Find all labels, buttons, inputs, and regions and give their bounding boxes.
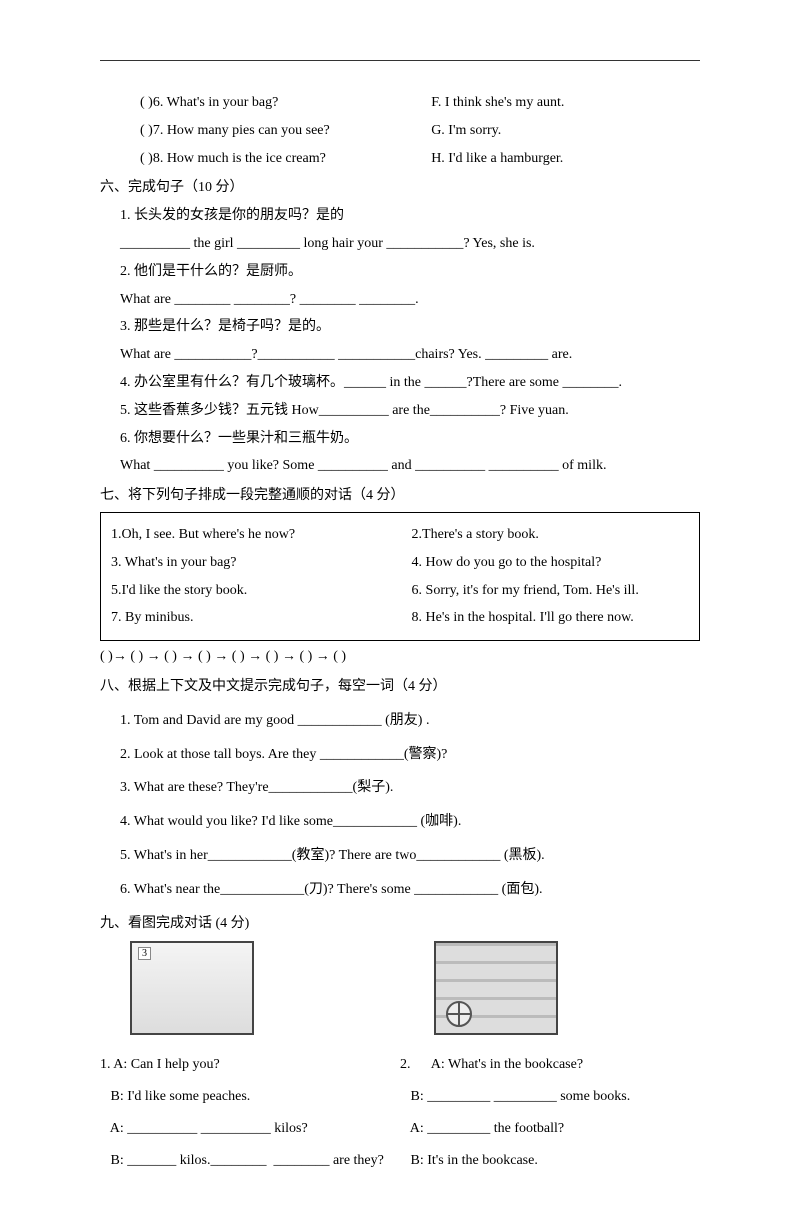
s7-l: 5.I'd like the story book. <box>111 579 412 603</box>
s7-r: 8. He's in the hospital. I'll go there n… <box>412 606 689 630</box>
s7-r: 4. How do you go to the hospital? <box>412 551 689 575</box>
section6-body: 1. 长头发的女孩是你的朋友吗？是的 __________ the girl _… <box>100 204 700 478</box>
s8-item: 3. What are these? They're____________(梨… <box>120 776 700 800</box>
worksheet-page: ( )6. What's in your bag? F. I think she… <box>0 0 800 1221</box>
s6-item: 3. 那些是什么？是椅子吗？是的。 <box>120 315 700 339</box>
d2-line: A: _________ the football? <box>400 1117 700 1141</box>
s7-row: 3. What's in your bag? 4. How do you go … <box>111 551 689 575</box>
section8-title: 八、根据上下文及中文提示完成句子，每空一词（4 分） <box>100 675 700 699</box>
s6-item: 6. 你想要什么？一些果汁和三瓶牛奶。 <box>120 427 700 451</box>
s7-row: 5.I'd like the story book. 6. Sorry, it'… <box>111 579 689 603</box>
dialog-2: 2. A: What's in the bookcase? B: _______… <box>400 1045 700 1180</box>
s8-item: 4. What would you like? I'd like some___… <box>120 810 700 834</box>
shop-image <box>130 941 254 1035</box>
match-left: ( )6. What's in your bag? <box>140 91 431 115</box>
s7-row: 1.Oh, I see. But where's he now? 2.There… <box>111 523 689 547</box>
bookcase-image <box>434 941 558 1035</box>
s6-item: 4. 办公室里有什么？有几个玻璃杯。______ in the ______?T… <box>120 371 700 395</box>
s6-item: 5. 这些香蕉多少钱？五元钱 How__________ are the____… <box>120 399 700 423</box>
section6-title: 六、完成句子（10 分） <box>100 176 700 200</box>
d1-line: A: __________ __________ kilos? <box>100 1117 400 1141</box>
s8-item: 2. Look at those tall boys. Are they ___… <box>120 743 700 767</box>
s6-item: __________ the girl _________ long hair … <box>120 232 700 256</box>
section7-title: 七、将下列句子排成一段完整通顺的对话（4 分） <box>100 484 700 508</box>
s7-r: 6. Sorry, it's for my friend, Tom. He's … <box>412 579 689 603</box>
d2-line: 2. A: What's in the bookcase? <box>400 1053 700 1077</box>
d1-line: B: _______ kilos.________ ________ are t… <box>100 1149 400 1173</box>
s6-item: 2. 他们是干什么的？是厨师。 <box>120 260 700 284</box>
s6-item: What are ________ ________? ________ ___… <box>120 288 700 312</box>
match-right: H. I'd like a hamburger. <box>431 147 700 171</box>
section7-arrows: ( )→ ( ) → ( ) → ( ) → ( ) → ( ) → ( ) →… <box>100 645 700 669</box>
matching-block: ( )6. What's in your bag? F. I think she… <box>100 91 700 170</box>
section7-box: 1.Oh, I see. But where's he now? 2.There… <box>100 512 700 641</box>
match-right: F. I think she's my aunt. <box>431 91 700 115</box>
s8-item: 1. Tom and David are my good ___________… <box>120 709 700 733</box>
s7-l: 3. What's in your bag? <box>111 551 412 575</box>
s8-item: 5. What's in her____________(教室)? There … <box>120 844 700 868</box>
d2-line: B: It's in the bookcase. <box>400 1149 700 1173</box>
s6-item: What are ___________?___________ _______… <box>120 343 700 367</box>
section9-dialogs: 1. A: Can I help you? B: I'd like some p… <box>100 1045 700 1180</box>
s7-row: 7. By minibus. 8. He's in the hospital. … <box>111 606 689 630</box>
section8-body: 1. Tom and David are my good ___________… <box>100 709 700 902</box>
section9-images <box>100 941 700 1035</box>
match-row: ( )6. What's in your bag? F. I think she… <box>140 91 700 115</box>
top-rule <box>100 60 700 61</box>
s7-r: 2.There's a story book. <box>412 523 689 547</box>
match-row: ( )8. How much is the ice cream? H. I'd … <box>140 147 700 171</box>
s6-item: What __________ you like? Some _________… <box>120 454 700 478</box>
s7-l: 7. By minibus. <box>111 606 412 630</box>
d1-line: B: I'd like some peaches. <box>100 1085 400 1109</box>
section9-title: 九、看图完成对话 (4 分) <box>100 912 700 936</box>
s8-item: 6. What's near the____________(刀)? There… <box>120 878 700 902</box>
match-right: G. I'm sorry. <box>431 119 700 143</box>
match-row: ( )7. How many pies can you see? G. I'm … <box>140 119 700 143</box>
d1-line: 1. A: Can I help you? <box>100 1053 400 1077</box>
match-left: ( )8. How much is the ice cream? <box>140 147 431 171</box>
dialog-1: 1. A: Can I help you? B: I'd like some p… <box>100 1045 400 1180</box>
s7-l: 1.Oh, I see. But where's he now? <box>111 523 412 547</box>
match-left: ( )7. How many pies can you see? <box>140 119 431 143</box>
d2-line: B: _________ _________ some books. <box>400 1085 700 1109</box>
s6-item: 1. 长头发的女孩是你的朋友吗？是的 <box>120 204 700 228</box>
